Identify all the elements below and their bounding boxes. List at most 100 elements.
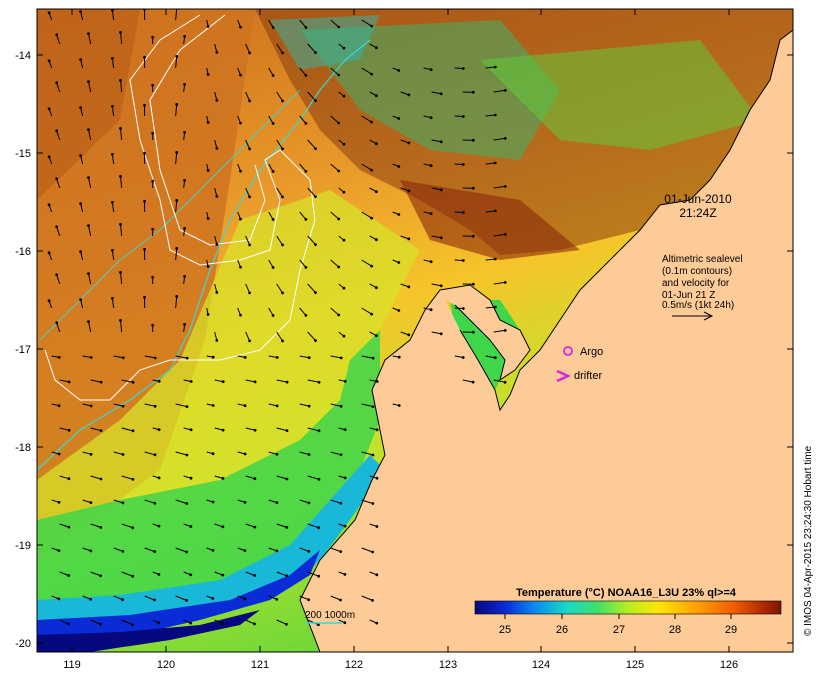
velocity-arrow xyxy=(56,82,61,93)
velocity-arrow-head xyxy=(285,526,289,529)
velocity-arrow-head xyxy=(67,574,71,577)
velocity-arrow-head xyxy=(239,25,242,29)
velocity-arrow-head xyxy=(439,236,443,240)
velocity-arrow-head xyxy=(503,89,507,92)
velocity-arrow-head xyxy=(503,329,507,332)
velocity-arrow-head xyxy=(371,502,375,505)
velocity-arrow xyxy=(307,43,316,53)
velocity-arrow-head xyxy=(304,218,308,221)
colorbar-tick-label: 25 xyxy=(499,624,511,636)
velocity-arrow-head xyxy=(429,164,433,168)
velocity-arrow xyxy=(113,547,123,552)
velocity-arrow xyxy=(276,427,288,432)
velocity-arrow-head xyxy=(206,25,210,28)
velocity-arrow xyxy=(493,379,506,383)
velocity-arrow-head xyxy=(189,573,193,577)
velocity-arrow xyxy=(111,106,115,117)
velocity-arrow-head xyxy=(337,313,341,317)
velocity-arrow xyxy=(268,403,278,407)
velocity-arrow-head xyxy=(151,83,155,87)
velocity-arrow xyxy=(214,139,218,149)
velocity-arrow-head xyxy=(337,169,341,173)
velocity-arrow-head xyxy=(189,621,193,625)
velocity-arrow xyxy=(400,331,409,336)
velocity-arrow xyxy=(80,11,84,21)
credit-text: © IMOS 04-Apr-2015 23:24:30 Hobart time xyxy=(803,445,814,636)
velocity-arrow xyxy=(245,475,256,480)
velocity-arrow xyxy=(400,187,409,192)
velocity-arrow-head xyxy=(175,247,179,250)
velocity-arrow-head xyxy=(248,339,252,343)
velocity-arrow xyxy=(485,258,496,261)
velocity-arrow-head xyxy=(79,250,82,254)
velocity-arrow-head xyxy=(370,312,373,316)
land-mass xyxy=(300,9,793,652)
velocity-arrow-head xyxy=(493,65,497,69)
velocity-arrow-head xyxy=(375,286,378,290)
velocity-arrow-head xyxy=(314,243,317,247)
x-tick-label: 123 xyxy=(439,659,457,671)
velocity-arrow-head xyxy=(151,179,155,183)
velocity-arrow-head xyxy=(211,548,215,552)
velocity-arrow-head xyxy=(67,525,71,529)
velocity-arrow-head xyxy=(503,233,507,236)
velocity-arrow-head xyxy=(370,72,373,76)
velocity-arrow-head xyxy=(175,295,179,298)
velocity-arrow xyxy=(113,403,124,407)
velocity-arrow-head xyxy=(429,212,433,216)
velocity-arrow-head xyxy=(275,452,279,456)
altimetry-note-line: (0.1m contours) xyxy=(662,266,732,277)
velocity-arrow-head xyxy=(157,524,161,528)
velocity-arrow-head xyxy=(397,213,401,216)
bathymetry-label: 200 1000m xyxy=(305,610,355,621)
velocity-arrow xyxy=(111,58,115,69)
x-tick-label: 120 xyxy=(157,659,175,671)
velocity-arrow xyxy=(56,130,61,141)
velocity-arrow xyxy=(431,235,442,239)
velocity-arrow xyxy=(361,307,372,315)
velocity-arrow-head xyxy=(87,272,90,275)
velocity-arrow-head xyxy=(339,356,343,360)
argo-marker-icon xyxy=(563,346,573,356)
velocity-arrow-head xyxy=(131,429,135,433)
velocity-arrow-head xyxy=(111,249,114,252)
velocity-arrow-head xyxy=(151,275,155,279)
velocity-arrow xyxy=(82,403,92,407)
velocity-arrow xyxy=(175,200,178,213)
velocity-arrow-head xyxy=(304,74,308,77)
velocity-arrow-head xyxy=(119,175,122,178)
velocity-arrow-head xyxy=(342,286,346,290)
velocity-arrow-head xyxy=(157,476,161,480)
velocity-arrow-head xyxy=(89,597,93,601)
velocity-arrow-head xyxy=(407,333,411,337)
velocity-arrow-head xyxy=(307,404,311,408)
velocity-arrow xyxy=(361,451,374,456)
velocity-arrow xyxy=(268,67,274,76)
velocity-arrow xyxy=(307,91,316,101)
velocity-arrow-head xyxy=(471,138,475,142)
velocity-arrow-head xyxy=(79,154,82,158)
x-axis: 119 120 121 122 123 124 125 126 xyxy=(63,9,738,671)
velocity-arrow-head xyxy=(99,574,102,578)
velocity-arrow-head xyxy=(407,93,411,97)
velocity-arrow xyxy=(493,137,506,141)
velocity-arrow-head xyxy=(143,55,146,59)
velocity-arrow xyxy=(307,283,316,293)
velocity-arrow xyxy=(175,56,178,69)
velocity-arrow-head xyxy=(221,380,225,384)
velocity-arrow-head xyxy=(206,265,210,268)
velocity-arrow-head xyxy=(151,35,155,39)
velocity-arrow-head xyxy=(79,58,82,61)
velocity-arrow-head xyxy=(461,67,465,70)
velocity-arrow-head xyxy=(55,273,59,277)
velocity-arrow-head xyxy=(281,339,284,343)
velocity-arrow-head xyxy=(503,137,507,140)
velocity-arrow xyxy=(330,499,341,504)
velocity-arrow-head xyxy=(397,165,401,168)
velocity-arrow xyxy=(113,595,123,601)
velocity-arrow-head xyxy=(370,120,373,124)
velocity-arrow-head xyxy=(314,51,317,54)
velocity-arrow-head xyxy=(111,153,114,156)
velocity-arrow-head xyxy=(99,622,102,626)
velocity-arrow-head xyxy=(153,453,157,457)
